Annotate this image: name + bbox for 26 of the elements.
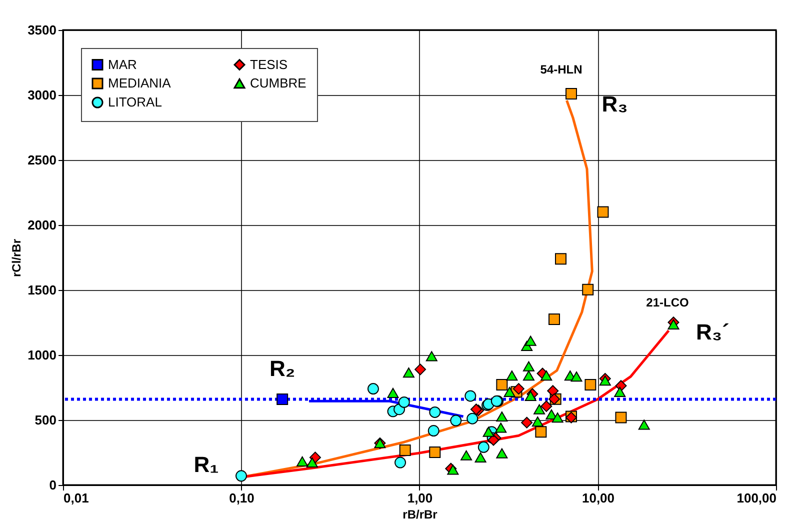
y-tick-label: 0 bbox=[49, 478, 56, 492]
y-tick-label: 3500 bbox=[28, 22, 56, 38]
legend-label: MEDIANIA bbox=[108, 76, 172, 90]
annotation: R₁ bbox=[194, 452, 219, 478]
y-tick-label: 2000 bbox=[28, 218, 56, 232]
annotation: R₃´ bbox=[696, 320, 730, 345]
y-tick-label: 1500 bbox=[28, 282, 56, 298]
y-tick-label: 500 bbox=[34, 412, 56, 428]
y-tick-label: 1000 bbox=[28, 348, 56, 362]
legend-label: CUMBRE bbox=[250, 76, 307, 90]
y-axis-title: rCl/rBr bbox=[10, 238, 24, 278]
x-tick-label: 100,00 bbox=[736, 490, 776, 506]
annotation: 54-HLN bbox=[540, 62, 582, 77]
x-tick-label: 10,00 bbox=[582, 490, 615, 506]
x-tick-label: 0,01 bbox=[64, 490, 89, 506]
y-tick-label: 3000 bbox=[28, 88, 56, 102]
legend-label: TESIS bbox=[250, 56, 288, 72]
x-tick-label: 1,00 bbox=[407, 490, 433, 506]
annotation: R₃ bbox=[602, 91, 628, 116]
annotation: 21-LCO bbox=[646, 295, 689, 310]
annotation: R₂ bbox=[269, 356, 296, 382]
legend-label: LITORAL bbox=[108, 94, 162, 110]
legend-label: MAR bbox=[108, 56, 137, 72]
y-tick-label: 2500 bbox=[28, 152, 56, 168]
x-tick-label: 0,10 bbox=[229, 490, 254, 506]
x-axis-title: rB/rBr bbox=[402, 508, 438, 522]
